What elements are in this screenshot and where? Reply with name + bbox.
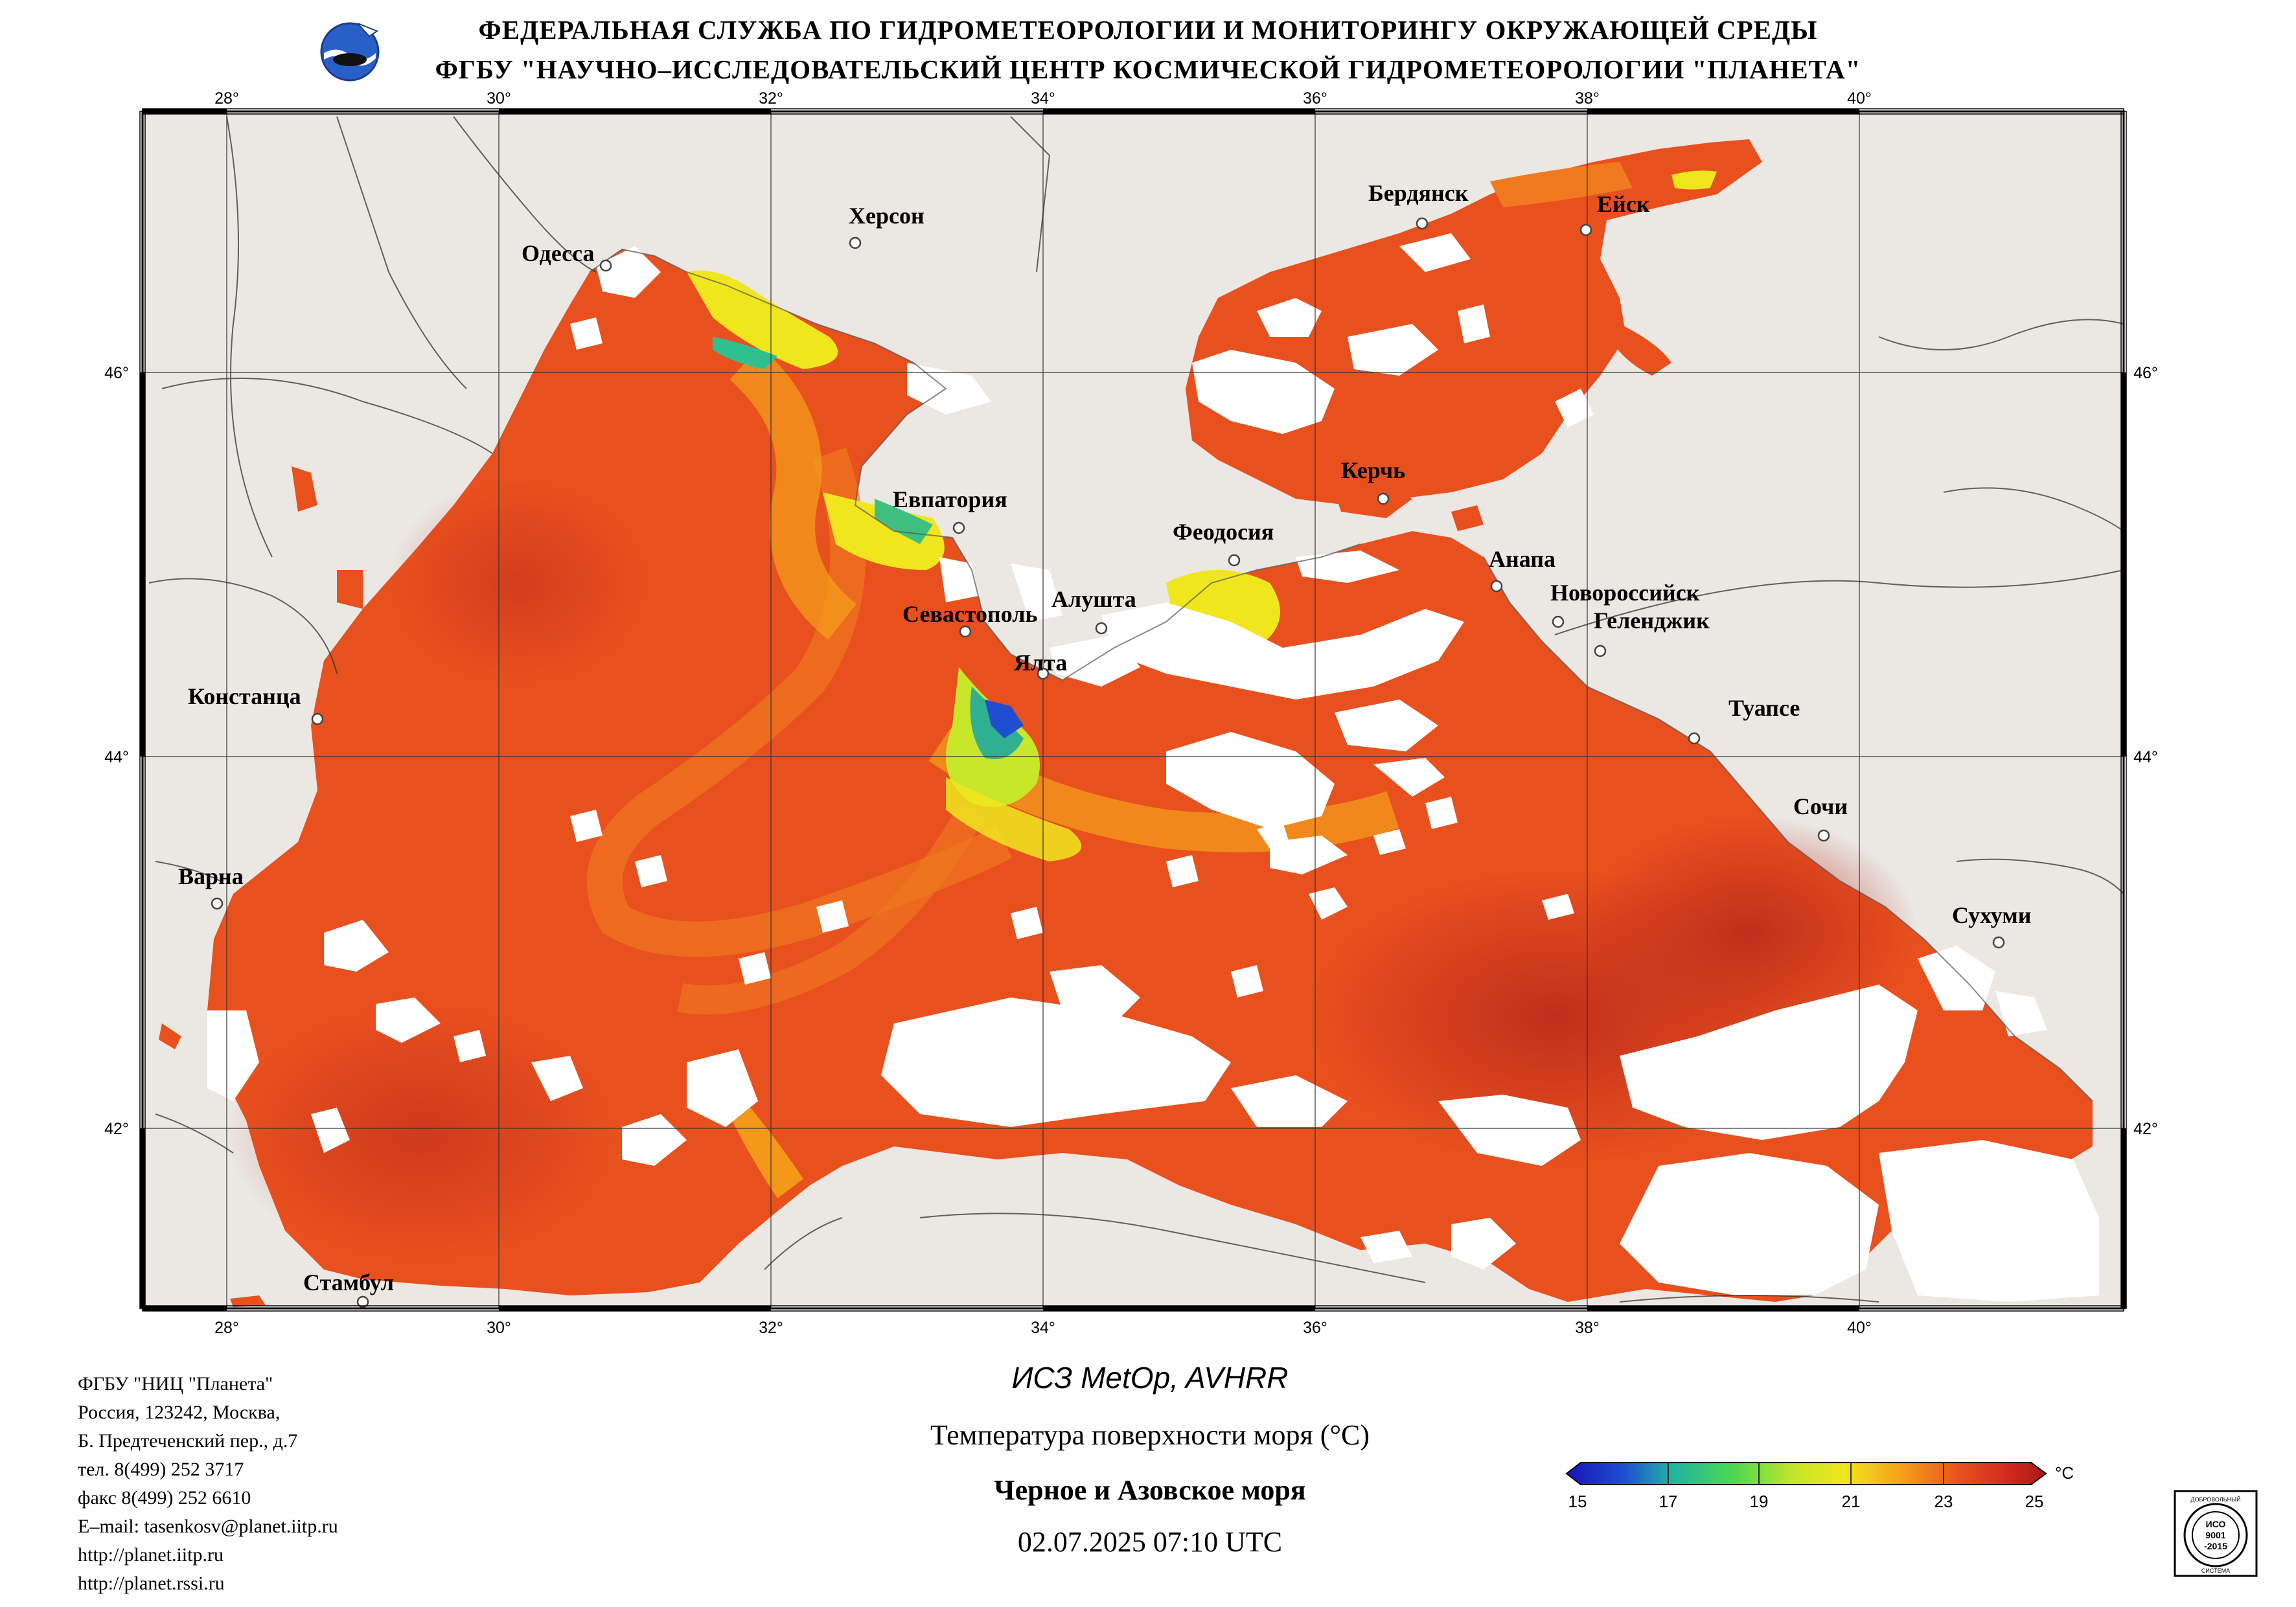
- city-label-sochi: Сочи: [1793, 793, 1848, 819]
- city-label-novorossiysk: Новороссийск: [1550, 580, 1700, 606]
- satellite-instrument: ИСЗ MetOp, AVHRR: [1011, 1361, 1289, 1395]
- lon-label-top-34: 34°: [1031, 89, 1055, 108]
- city-marker-tuapse: [1688, 732, 1701, 745]
- city-marker-feodosia: [1228, 554, 1241, 567]
- org-name: ФГБУ "НИЦ "Планета": [78, 1373, 273, 1395]
- city-label-berdyansk: Бердянск: [1368, 180, 1469, 206]
- colorbar-tick-19: 19: [1750, 1492, 1769, 1511]
- city-marker-gelendzhik: [1594, 644, 1607, 657]
- org-phone: тел. 8(499) 252 3717: [78, 1459, 244, 1480]
- city-marker-yevpatoria: [952, 521, 965, 534]
- planeta-logo: [320, 22, 380, 82]
- lon-label-top-32: 32°: [759, 89, 783, 108]
- city-marker-sukhumi: [1992, 936, 2005, 949]
- map-parameter: Температура поверхности моря (°C): [930, 1419, 1370, 1451]
- lon-label-bottom-32: 32°: [759, 1319, 783, 1337]
- lat-label-right-46: 46°: [2133, 364, 2158, 382]
- observation-datetime: 02.07.2025 07:10 UTC: [1017, 1526, 1283, 1558]
- lon-label-top-40: 40°: [1847, 89, 1872, 108]
- colorbar-tick-17: 17: [1659, 1492, 1678, 1511]
- city-label-sevastopol: Севастополь: [902, 601, 1038, 627]
- org-fax: факс 8(499) 252 6610: [78, 1487, 251, 1509]
- city-label-kerch: Керчь: [1341, 457, 1405, 483]
- lon-label-top-28: 28°: [214, 89, 239, 108]
- lon-label-bottom-34: 34°: [1031, 1319, 1055, 1337]
- city-label-odessa: Одесса: [522, 240, 595, 266]
- org-website-1[interactable]: http://planet.iitp.ru: [78, 1544, 224, 1566]
- lat-label-left-44: 44°: [104, 748, 129, 766]
- city-marker-novorossiysk: [1552, 615, 1565, 628]
- org-email[interactable]: E–mail: tasenkosv@planet.iitp.ru: [78, 1516, 338, 1537]
- lon-label-bottom-36: 36°: [1303, 1319, 1327, 1337]
- map-region: Черное и Азовское моря: [994, 1474, 1306, 1506]
- city-label-gelendzhik: Геленджик: [1594, 608, 1710, 633]
- lat-label-right-42: 42°: [2133, 1120, 2158, 1138]
- lon-label-bottom-40: 40°: [1847, 1319, 1872, 1337]
- city-label-constanta: Констанца: [188, 683, 301, 709]
- city-marker-sevastopol: [959, 625, 972, 638]
- city-label-istanbul: Стамбул: [303, 1270, 394, 1295]
- colorbar-tick-15: 15: [1568, 1492, 1587, 1511]
- org-street: Б. Предтеченский пер., д.7: [78, 1430, 298, 1452]
- city-label-sukhumi: Сухуми: [1952, 902, 2032, 928]
- lat-label-left-42: 42°: [104, 1120, 129, 1138]
- colorbar-tick-25: 25: [2025, 1492, 2044, 1511]
- city-marker-kerch: [1377, 492, 1390, 505]
- city-marker-berdyansk: [1416, 217, 1429, 230]
- city-marker-anapa: [1490, 580, 1503, 593]
- city-label-anapa: Анапа: [1489, 546, 1556, 572]
- cert-text-top: ДОБРОВОЛЬНЫЙ: [2190, 1496, 2240, 1503]
- city-marker-varna: [211, 897, 224, 910]
- city-marker-sochi: [1817, 829, 1830, 842]
- colorbar-unit: °C: [2055, 1463, 2074, 1483]
- organization-contacts: ФГБУ "НИЦ "Планета" Россия, 123242, Моск…: [78, 1370, 338, 1598]
- colorbar-tick-21: 21: [1842, 1492, 1861, 1511]
- iso-certification-badge: ДОБРОВОЛЬНЫЙ ИСО 9001 -2015 СИСТЕМА: [2174, 1490, 2258, 1577]
- cert-text-iso: ИСО: [2206, 1519, 2226, 1529]
- colorbar: 15 17 19 21 23 25 °C: [1565, 1462, 2074, 1511]
- city-marker-alushta: [1095, 622, 1108, 635]
- city-label-yeysk: Ейск: [1597, 191, 1650, 217]
- cert-text-bottom: СИСТЕМА: [2201, 1567, 2230, 1574]
- city-label-yalta: Ялта: [1014, 650, 1067, 676]
- city-marker-yalta: [1037, 667, 1050, 680]
- city-label-kherson: Херсон: [849, 203, 924, 229]
- city-label-tuapse: Туапсе: [1728, 695, 1800, 721]
- header-center: ФГБУ "НАУЧНО–ИССЛЕДОВАТЕЛЬСКИЙ ЦЕНТР КОС…: [435, 54, 1861, 84]
- lon-label-top-36: 36°: [1303, 89, 1327, 108]
- city-marker-istanbul: [356, 1295, 369, 1308]
- org-website-2[interactable]: http://planet.rssi.ru: [78, 1573, 225, 1594]
- city-label-varna: Варна: [178, 863, 244, 889]
- city-marker-odessa: [599, 259, 612, 272]
- city-label-yevpatoria: Евпатория: [893, 486, 1007, 512]
- lon-label-top-38: 38°: [1575, 89, 1600, 108]
- lon-label-bottom-30: 30°: [487, 1319, 511, 1337]
- colorbar-tick-23: 23: [1934, 1492, 1953, 1511]
- city-marker-yeysk: [1579, 223, 1592, 236]
- lat-label-right-44: 44°: [2133, 748, 2158, 766]
- cert-text-9001: 9001: [2205, 1530, 2225, 1540]
- lon-label-bottom-28: 28°: [214, 1319, 239, 1337]
- city-label-feodosia: Феодосия: [1173, 519, 1274, 545]
- cert-text-2015: -2015: [2204, 1541, 2227, 1551]
- lon-label-top-30: 30°: [487, 89, 511, 108]
- city-label-alushta: Алушта: [1051, 586, 1136, 612]
- lon-label-bottom-38: 38°: [1575, 1319, 1600, 1337]
- city-marker-constanta: [311, 712, 324, 725]
- lat-label-left-46: 46°: [104, 364, 129, 382]
- org-country-city: Россия, 123242, Москва,: [78, 1402, 281, 1423]
- header-agency: ФЕДЕРАЛЬНАЯ СЛУЖБА ПО ГИДРОМЕТЕОРОЛОГИИ …: [478, 15, 1818, 45]
- city-marker-kherson: [849, 236, 862, 249]
